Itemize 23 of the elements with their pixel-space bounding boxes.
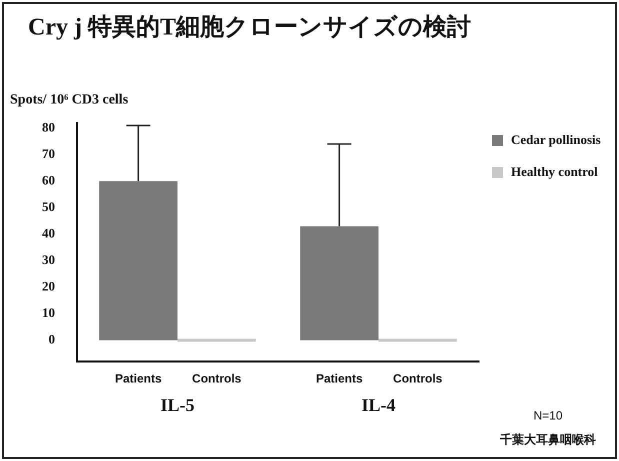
bar [99,181,178,340]
y-tick-label: 50 [42,198,55,214]
y-tick-label: 60 [42,172,55,188]
text: Patients [114,372,162,386]
text: Controls [192,372,242,386]
y-tick-label: 0 [48,332,55,347]
y-axis-title: Spots/ 10⁶ CD3 cells [10,92,129,108]
bar [300,226,378,340]
text: Controls [393,372,443,386]
y-tick-label: 80 [42,119,55,134]
x-tick-label: IL-5 [160,394,195,415]
text: Patients [316,372,363,386]
legend-label: Cedar pollinosis [511,132,601,148]
y-tick-label: 10 [42,305,55,320]
y-tick-label: 30 [42,252,55,268]
text: 千葉大耳鼻咽喉科 [499,432,596,446]
legend-label: Healthy control [511,164,598,180]
y-tick-label: 40 [42,226,55,241]
x-tick-label: IL-4 [361,394,396,415]
y-tick-label: 70 [42,146,55,161]
chart-title: Cry j 特異的T細胞クローンサイズの検討 [28,14,471,41]
text: N=10 [533,408,563,422]
y-tick-label: 20 [42,278,55,294]
